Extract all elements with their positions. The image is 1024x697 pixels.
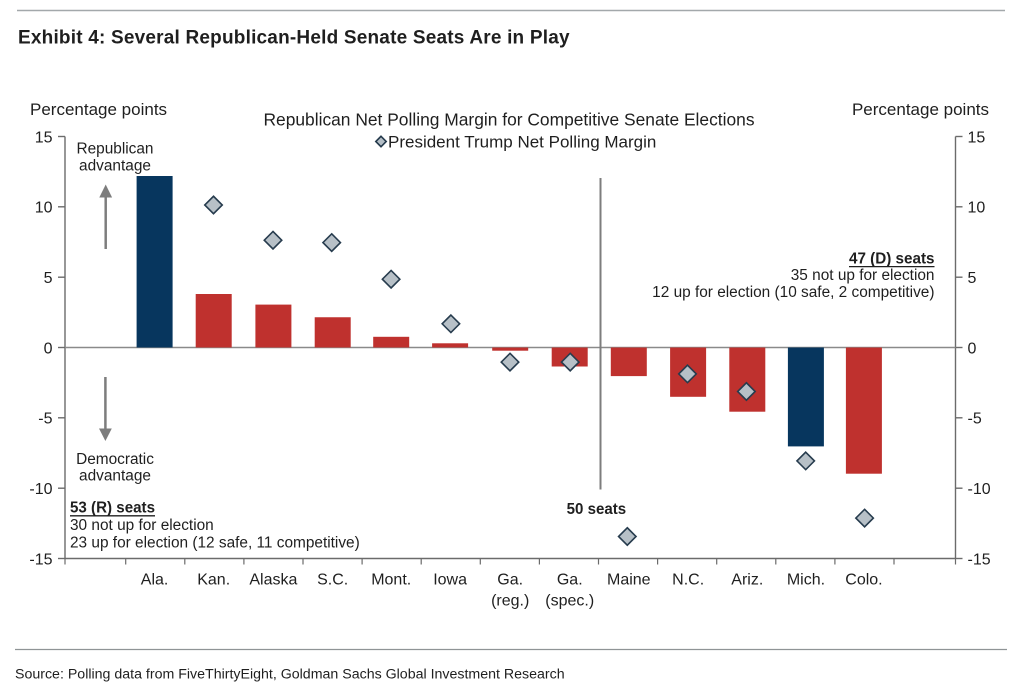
svg-text:Mich.: Mich. [787,572,825,589]
svg-text:N.C.: N.C. [672,572,704,589]
svg-text:Republican Net Polling Margin: Republican Net Polling Margin for Compet… [263,110,754,130]
svg-text:(reg.): (reg.) [491,593,529,610]
svg-text:30 not up for election: 30 not up for election [70,517,214,534]
svg-text:S.C.: S.C. [317,572,348,589]
svg-text:Percentage points: Percentage points [30,100,167,119]
svg-text:5: 5 [968,270,977,287]
svg-text:advantage: advantage [79,158,151,175]
svg-text:23 up for election (12 safe, 1: 23 up for election (12 safe, 11 competit… [70,535,360,552]
svg-text:Ga.: Ga. [497,572,523,589]
svg-text:-10: -10 [29,481,52,498]
svg-text:Maine: Maine [607,572,651,589]
svg-text:Ala.: Ala. [141,572,169,589]
svg-text:-15: -15 [968,551,991,568]
svg-text:Ariz.: Ariz. [731,572,763,589]
svg-text:Source: Polling data from Five: Source: Polling data from FiveThirtyEigh… [15,667,565,683]
svg-text:advantage: advantage [79,468,151,485]
svg-text:Democratic: Democratic [76,451,154,468]
svg-text:Iowa: Iowa [433,572,467,589]
svg-text:50 seats: 50 seats [567,501,627,518]
svg-text:Republican: Republican [76,141,153,158]
svg-text:-5: -5 [968,411,982,428]
svg-text:35 not up for election: 35 not up for election [791,267,935,284]
svg-text:-10: -10 [968,481,991,498]
svg-text:10: 10 [968,200,986,217]
svg-text:Exhibit 4: Several Republican-: Exhibit 4: Several Republican-Held Senat… [18,28,570,49]
svg-text:53 (R) seats: 53 (R) seats [70,500,155,517]
svg-text:-15: -15 [29,551,52,568]
svg-text:Percentage points: Percentage points [852,100,989,119]
svg-text:Mont.: Mont. [371,572,411,589]
svg-text:5: 5 [44,270,53,287]
svg-text:Ga.: Ga. [557,572,583,589]
svg-text:15: 15 [35,129,53,146]
svg-text:Alaska: Alaska [249,572,297,589]
svg-text:0: 0 [44,340,53,357]
svg-text:47 (D) seats: 47 (D) seats [849,250,935,267]
svg-text:President Trump Net Polling Ma: President Trump Net Polling Margin [388,133,656,152]
svg-text:Kan.: Kan. [197,572,230,589]
svg-text:Colo.: Colo. [845,572,882,589]
svg-text:-5: -5 [38,411,52,428]
svg-text:12 up for election (10 safe, 2: 12 up for election (10 safe, 2 competiti… [652,284,934,301]
svg-text:15: 15 [968,129,986,146]
svg-text:(spec.): (spec.) [545,593,594,610]
svg-text:0: 0 [968,340,977,357]
svg-text:10: 10 [35,200,53,217]
